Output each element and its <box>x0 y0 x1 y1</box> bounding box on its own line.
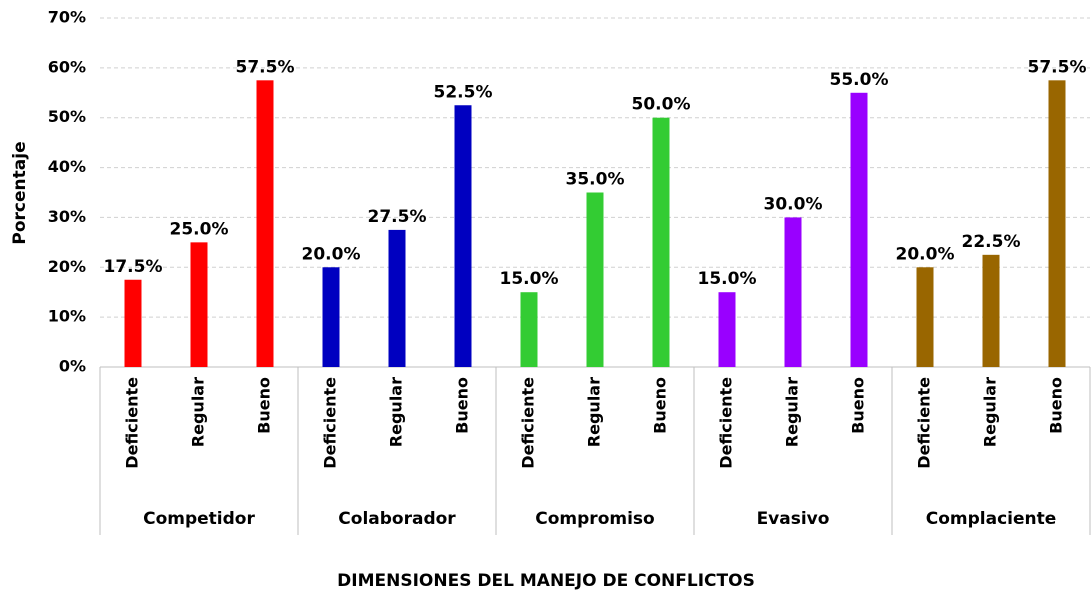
x-tick-label: Regular <box>783 377 802 447</box>
bar <box>124 279 142 367</box>
bar <box>322 267 340 367</box>
y-tick-label: 30% <box>48 207 86 226</box>
y-tick-label: 10% <box>48 307 86 326</box>
y-axis-title: Porcentaje <box>10 141 30 244</box>
x-tick-label: Bueno <box>255 377 274 434</box>
y-tick-label: 60% <box>48 57 86 76</box>
x-tick-label: Deficiente <box>123 377 142 469</box>
value-label: 57.5% <box>236 57 295 77</box>
bar <box>850 92 868 368</box>
group-label: Compromiso <box>535 509 654 529</box>
y-tick-label: 70% <box>48 8 86 27</box>
group-label: Complaciente <box>926 509 1057 529</box>
value-label: 57.5% <box>1028 57 1087 77</box>
value-label: 15.0% <box>698 269 757 289</box>
value-label: 17.5% <box>104 257 163 277</box>
bar <box>190 242 208 367</box>
bar <box>586 192 604 367</box>
value-label: 35.0% <box>566 170 625 190</box>
value-label: 50.0% <box>632 95 691 115</box>
y-tick-label: 0% <box>59 357 86 376</box>
bar <box>982 254 1000 367</box>
x-tick-label: Bueno <box>453 377 472 434</box>
group-label: Competidor <box>143 509 255 529</box>
bar <box>520 292 538 367</box>
x-tick-label: Deficiente <box>519 377 538 469</box>
bar <box>1048 80 1066 368</box>
value-label: 20.0% <box>896 244 955 264</box>
x-tick-label: Regular <box>981 377 1000 447</box>
y-tick-label: 40% <box>48 157 86 176</box>
y-tick-label: 20% <box>48 257 86 276</box>
value-label: 27.5% <box>368 207 427 227</box>
group-label: Evasivo <box>757 509 830 529</box>
value-label: 52.5% <box>434 82 493 102</box>
value-label: 15.0% <box>500 269 559 289</box>
x-tick-label: Bueno <box>1047 377 1066 434</box>
x-tick-label: Bueno <box>651 377 670 434</box>
bar <box>784 217 802 367</box>
bar <box>718 292 736 367</box>
value-label: 20.0% <box>302 244 361 264</box>
x-tick-label: Bueno <box>849 377 868 434</box>
bar <box>454 105 472 367</box>
bar <box>388 229 406 367</box>
value-label: 25.0% <box>170 219 229 239</box>
value-label: 22.5% <box>962 232 1021 252</box>
x-tick-label: Deficiente <box>915 377 934 469</box>
x-axis-title: DIMENSIONES DEL MANEJO DE CONFLICTOS <box>337 571 755 591</box>
value-label: 30.0% <box>764 194 823 214</box>
bar <box>256 80 274 368</box>
x-tick-label: Regular <box>585 377 604 447</box>
y-tick-label: 50% <box>48 107 86 126</box>
bar <box>652 117 670 367</box>
bar <box>916 267 934 367</box>
x-tick-label: Deficiente <box>321 377 340 469</box>
group-label: Colaborador <box>338 509 456 529</box>
x-tick-label: Deficiente <box>717 377 736 469</box>
value-label: 55.0% <box>830 70 889 90</box>
x-tick-label: Regular <box>189 377 208 447</box>
x-tick-label: Regular <box>387 377 406 447</box>
